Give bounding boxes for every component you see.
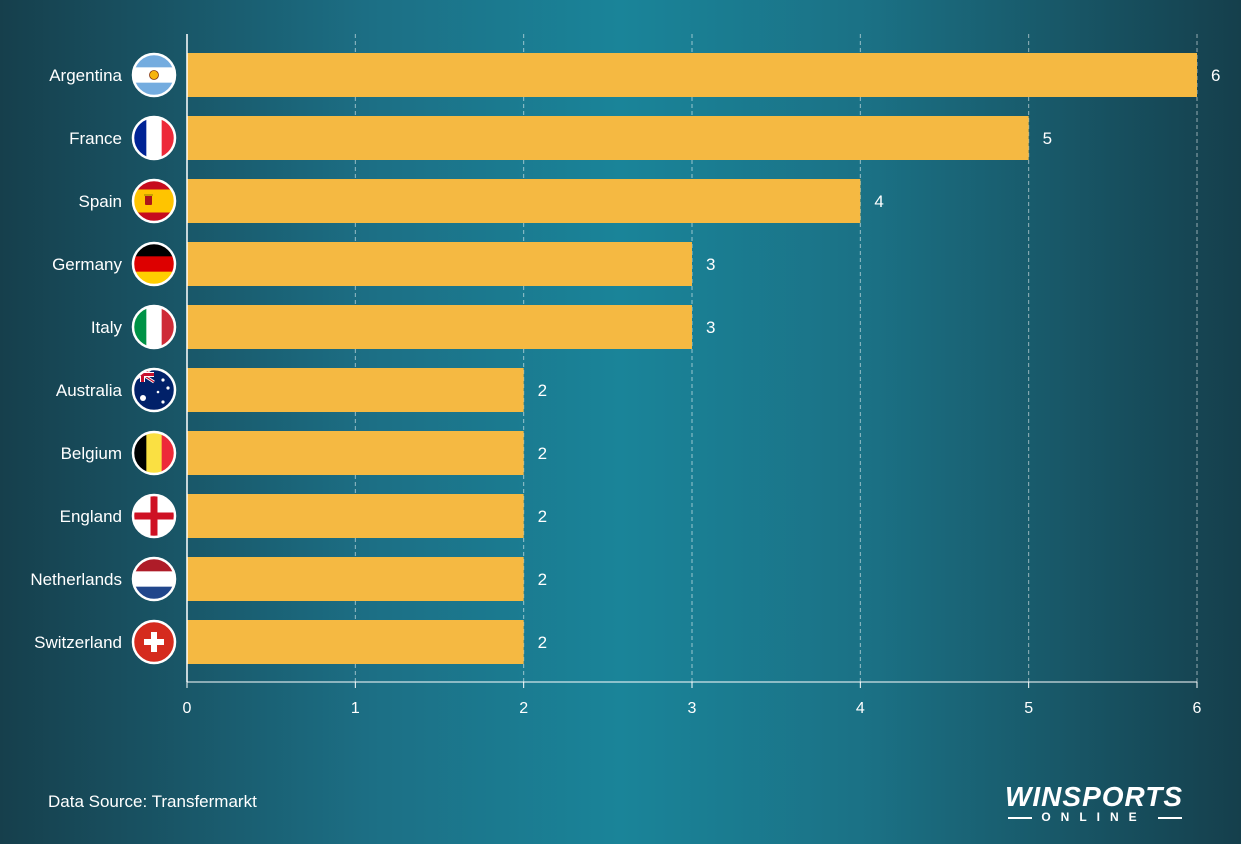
bars (187, 53, 1197, 664)
axes: 0 1 2 3 4 5 6 (183, 34, 1202, 717)
value-label: 3 (706, 318, 715, 337)
category-label: England (60, 507, 122, 526)
logo-wordmark: WINSPORTS (1004, 781, 1184, 812)
x-tick-label: 1 (351, 700, 360, 717)
value-label: 3 (706, 255, 715, 274)
value-label: 2 (538, 381, 547, 400)
logo-subtitle: ONLINE (1041, 810, 1147, 824)
bar-france (187, 116, 1029, 160)
flags (131, 52, 177, 665)
australia-flag-icon (131, 367, 177, 413)
x-tick-label: 3 (688, 700, 697, 717)
value-label: 2 (538, 633, 547, 652)
category-label: Spain (79, 192, 122, 211)
belgium-flag-icon (131, 430, 177, 476)
category-label: Netherlands (30, 570, 122, 589)
x-tick-label: 2 (519, 700, 528, 717)
category-label: Switzerland (34, 633, 122, 652)
bar-england (187, 494, 524, 538)
value-label: 5 (1043, 129, 1052, 148)
switzerland-flag-icon (131, 619, 177, 665)
category-label: France (69, 129, 122, 148)
bar-italy (187, 305, 692, 349)
bar-spain (187, 179, 861, 223)
netherlands-flag-icon (131, 556, 177, 602)
england-flag-icon (131, 493, 177, 539)
logo-dash-left (1008, 817, 1032, 819)
category-label: Belgium (61, 444, 122, 463)
bar-netherlands (187, 557, 524, 601)
category-label: Germany (52, 255, 122, 274)
bar-germany (187, 242, 692, 286)
logo-dash-right (1158, 817, 1182, 819)
category-label: Italy (91, 318, 123, 337)
france-flag-icon (131, 115, 177, 161)
germany-flag-icon (131, 241, 177, 287)
italy-flag-icon (131, 304, 177, 350)
x-tick-label: 5 (1024, 700, 1033, 717)
bar-argentina (187, 53, 1197, 97)
category-label: Argentina (49, 66, 122, 85)
x-tick-label: 0 (183, 700, 192, 717)
data-source-note: Data Source: Transfermarkt (48, 792, 257, 811)
value-label: 4 (874, 192, 883, 211)
x-tick-label: 4 (856, 700, 865, 717)
bar-belgium (187, 431, 524, 475)
x-tick-label: 6 (1193, 700, 1202, 717)
category-label: Australia (56, 381, 123, 400)
argentina-flag-icon (131, 52, 177, 98)
labels: 6 Argentina 5 France 4 Spain 3 Germany 3 Italy 2 Au… (30, 66, 1220, 652)
bar-australia (187, 368, 524, 412)
value-label: 2 (538, 444, 547, 463)
bar-switzerland (187, 620, 524, 664)
spain-flag-icon (131, 178, 177, 224)
winsports-logo: WINSPORTS ONLINE (996, 782, 1196, 826)
value-label: 6 (1211, 66, 1220, 85)
value-label: 2 (538, 570, 547, 589)
value-label: 2 (538, 507, 547, 526)
